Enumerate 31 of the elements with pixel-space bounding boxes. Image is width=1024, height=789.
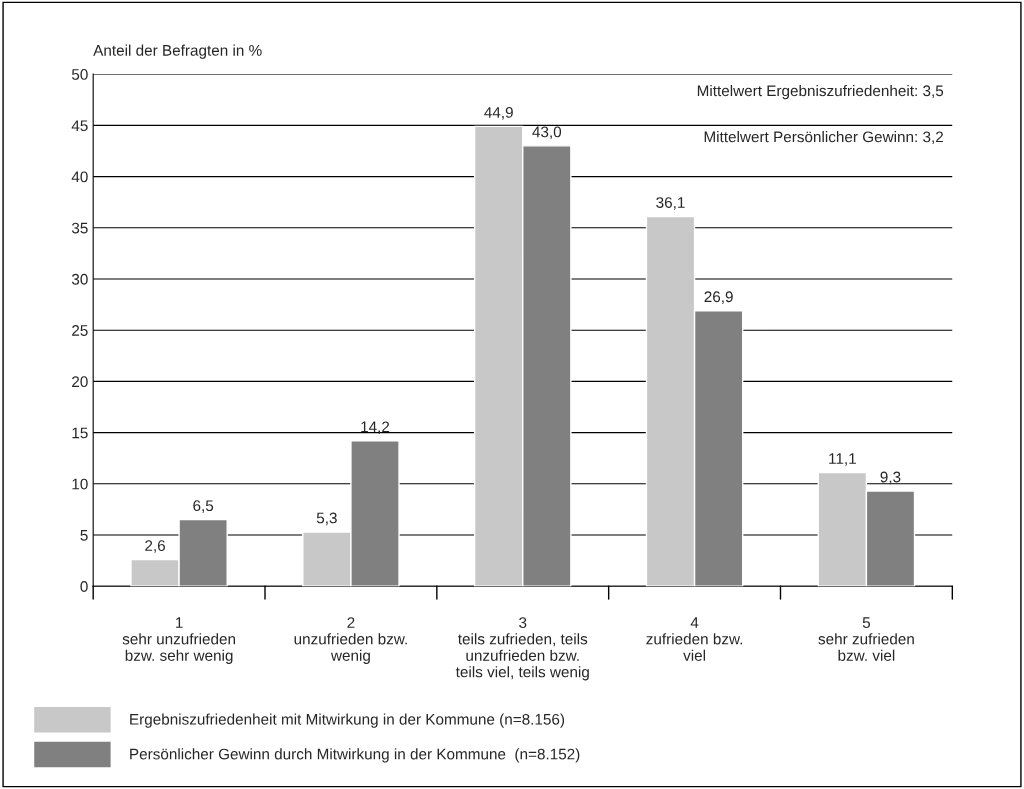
y-tick-label: 15 bbox=[72, 427, 88, 439]
data-label: 43,0 bbox=[532, 126, 562, 140]
y-tick-label: 50 bbox=[71, 69, 88, 80]
data-label: 14,2 bbox=[361, 421, 390, 435]
x-tick-label: 4 zufrieden bzw. viel bbox=[646, 617, 743, 661]
y-tick-label: 35 bbox=[71, 222, 88, 234]
y-tick-label: 10 bbox=[72, 478, 88, 490]
y-tick-label: 0 bbox=[80, 581, 88, 592]
data-label: 44,9 bbox=[484, 107, 513, 120]
x-tick-label: 3 teils zufrieden, teils unzufrieden bzw. teils viel, teils wenig bbox=[455, 617, 589, 681]
data-label: 26,9 bbox=[704, 291, 733, 304]
y-tick-label: 25 bbox=[72, 325, 88, 336]
data-label: 11,1 bbox=[829, 453, 856, 466]
annotation: Mittelwert Ergebniszufriedenheit: 3,5 bbox=[697, 84, 944, 100]
data-label: 6,5 bbox=[193, 500, 214, 513]
data-label: 5,3 bbox=[316, 512, 337, 526]
annotation: Mittelwert Persönlicher Gewinn: 3,2 bbox=[704, 131, 943, 145]
data-label: 2,6 bbox=[145, 540, 165, 553]
x-tick-label: 5 sehr zufrieden bzw. viel bbox=[818, 617, 914, 661]
legend-label: Persönlicher Gewinn durch Mitwirkung in der Kommune (n=8.152) bbox=[130, 748, 580, 763]
y-tick-label: 20 bbox=[72, 376, 88, 388]
y-tick-label: 45 bbox=[71, 120, 88, 132]
data-label: 36,1 bbox=[656, 197, 685, 210]
x-tick-label: 1 sehr unzufrieden bzw. sehr wenig bbox=[122, 617, 236, 664]
legend-label: Ergebniszufriedenheit mit Mitwirkung in der Kommune (n=8.156) bbox=[130, 713, 565, 728]
y-axis-title: Anteil der Befragten in % bbox=[93, 44, 262, 59]
data-label: 9,3 bbox=[880, 471, 901, 485]
y-tick-label: 30 bbox=[71, 273, 88, 285]
y-tick-label: 5 bbox=[80, 530, 88, 541]
x-tick-label: 2 unzufrieden bzw. wenig bbox=[294, 617, 407, 664]
y-tick-label: 40 bbox=[71, 171, 88, 183]
